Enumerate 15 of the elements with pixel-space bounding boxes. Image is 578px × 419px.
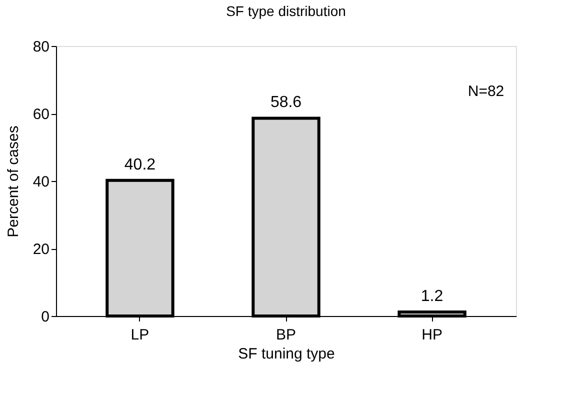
- x-tick-label: BP: [276, 326, 296, 344]
- y-axis-title: Percent of cases: [4, 126, 22, 238]
- x-tick-label: HP: [422, 326, 442, 344]
- data-label: 58.6: [270, 94, 302, 112]
- x-tick-label: LP: [130, 326, 150, 344]
- y-tick-label: 60: [32, 106, 50, 123]
- y-tick-label: 40: [32, 174, 50, 190]
- y-tick-label: 0: [41, 308, 50, 326]
- chart-title: SF type distribution: [226, 3, 346, 19]
- x-axis-title: SF tuning type: [238, 346, 335, 362]
- annotation: N=82: [468, 83, 504, 100]
- data-label: 40.2: [124, 156, 156, 174]
- y-tick-label: 80: [32, 38, 50, 56]
- data-label: 1.2: [420, 288, 444, 305]
- y-tick-label: 20: [32, 241, 50, 258]
